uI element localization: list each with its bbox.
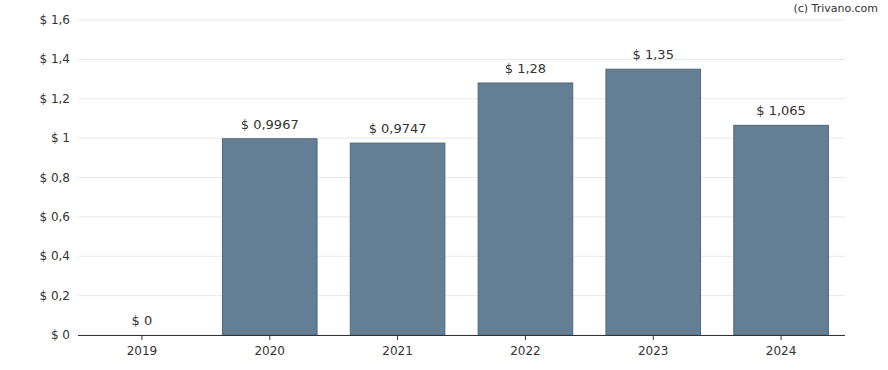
chart: $ 0 $ 0,2 $ 0,4 $ 0,6 $ 0,8 $ 1 $ 1,2 $ 1,4 $ 1,… bbox=[0, 0, 888, 370]
x-tick-label: 2021 bbox=[382, 344, 413, 358]
grid-line bbox=[78, 20, 845, 21]
y-tick-label: $ 0 bbox=[51, 328, 70, 342]
grid-line bbox=[78, 98, 845, 99]
bar bbox=[350, 143, 445, 335]
grid-line bbox=[78, 59, 845, 60]
x-tick-label: 2024 bbox=[766, 344, 797, 358]
x-axis-line bbox=[78, 335, 845, 336]
grid-line bbox=[78, 216, 845, 217]
bar bbox=[95, 335, 190, 336]
bar bbox=[606, 69, 701, 335]
y-tick-label: $ 1,4 bbox=[39, 52, 70, 66]
data-label: $ 1,35 bbox=[633, 47, 674, 62]
grid-line bbox=[78, 177, 845, 178]
x-tick-label: 2023 bbox=[638, 344, 669, 358]
x-tick-label: 2019 bbox=[127, 344, 158, 358]
credit: (c) Trivano.com bbox=[793, 2, 878, 15]
x-tick bbox=[653, 335, 654, 340]
x-tick-label: 2022 bbox=[510, 344, 541, 358]
x-tick-label: 2020 bbox=[254, 344, 285, 358]
data-label: $ 0 bbox=[132, 313, 153, 328]
data-label: $ 1,28 bbox=[505, 61, 546, 76]
bar bbox=[478, 83, 573, 335]
grid-line bbox=[78, 138, 845, 139]
data-label: $ 0,9967 bbox=[241, 117, 299, 132]
data-label: $ 1,065 bbox=[756, 103, 806, 118]
grid-line bbox=[78, 256, 845, 257]
y-tick-label: $ 0,4 bbox=[39, 249, 70, 263]
y-tick-label: $ 0,6 bbox=[39, 210, 70, 224]
bar bbox=[734, 125, 829, 335]
bar bbox=[222, 139, 317, 335]
grid-line bbox=[78, 335, 845, 336]
grid-line bbox=[78, 295, 845, 296]
x-tick bbox=[781, 335, 782, 340]
y-tick-label: $ 0,2 bbox=[39, 289, 70, 303]
x-tick bbox=[141, 335, 142, 340]
bars bbox=[222, 69, 828, 335]
y-tick-label: $ 1,6 bbox=[39, 13, 70, 27]
x-tick bbox=[397, 335, 398, 340]
y-tick-label: $ 1,2 bbox=[39, 92, 70, 106]
y-tick-label: $ 0,8 bbox=[39, 171, 70, 185]
x-tick bbox=[269, 335, 270, 340]
data-label: $ 0,9747 bbox=[369, 121, 427, 136]
x-tick bbox=[525, 335, 526, 340]
y-tick-label: $ 1 bbox=[51, 131, 70, 145]
